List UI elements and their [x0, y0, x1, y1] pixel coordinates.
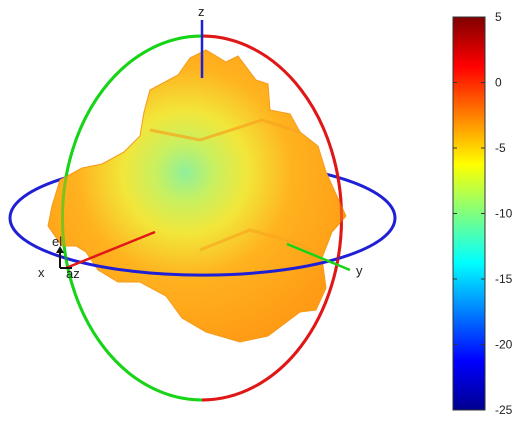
- colorbar-gradient: [452, 16, 486, 411]
- triad-az-label: az: [66, 266, 80, 281]
- y-axis-label: y: [356, 263, 363, 278]
- colorbar-tick-label: -20: [495, 338, 513, 352]
- radiation-pattern-surface: [47, 49, 347, 343]
- colorbar-tick-label: -10: [495, 207, 513, 221]
- z-axis-label: z: [198, 4, 205, 19]
- colorbar-tick-label: -15: [495, 272, 513, 286]
- x-axis-label: x: [38, 265, 45, 280]
- colorbar-tick-label: -5: [495, 141, 506, 155]
- yz-circle-front: [61, 34, 203, 402]
- xy-circle-front: [8, 217, 397, 277]
- triad-el-label: el: [52, 234, 62, 249]
- triad-el-arrowhead: [56, 246, 64, 253]
- orientation-triad: el az: [52, 234, 80, 281]
- colorbar: 5 0 -5 -10 -15 -20 -25: [452, 10, 513, 417]
- colorbar-tick-label: -25: [495, 403, 513, 417]
- surface-fold: [199, 228, 323, 260]
- colorbar-tick-label: 5: [495, 10, 502, 24]
- x-axis-line: [65, 230, 156, 270]
- surface-fold: [149, 118, 301, 142]
- xz-circle-front: [201, 34, 343, 402]
- colorbar-tick-label: 0: [495, 76, 502, 90]
- y-axis-line: [286, 242, 351, 272]
